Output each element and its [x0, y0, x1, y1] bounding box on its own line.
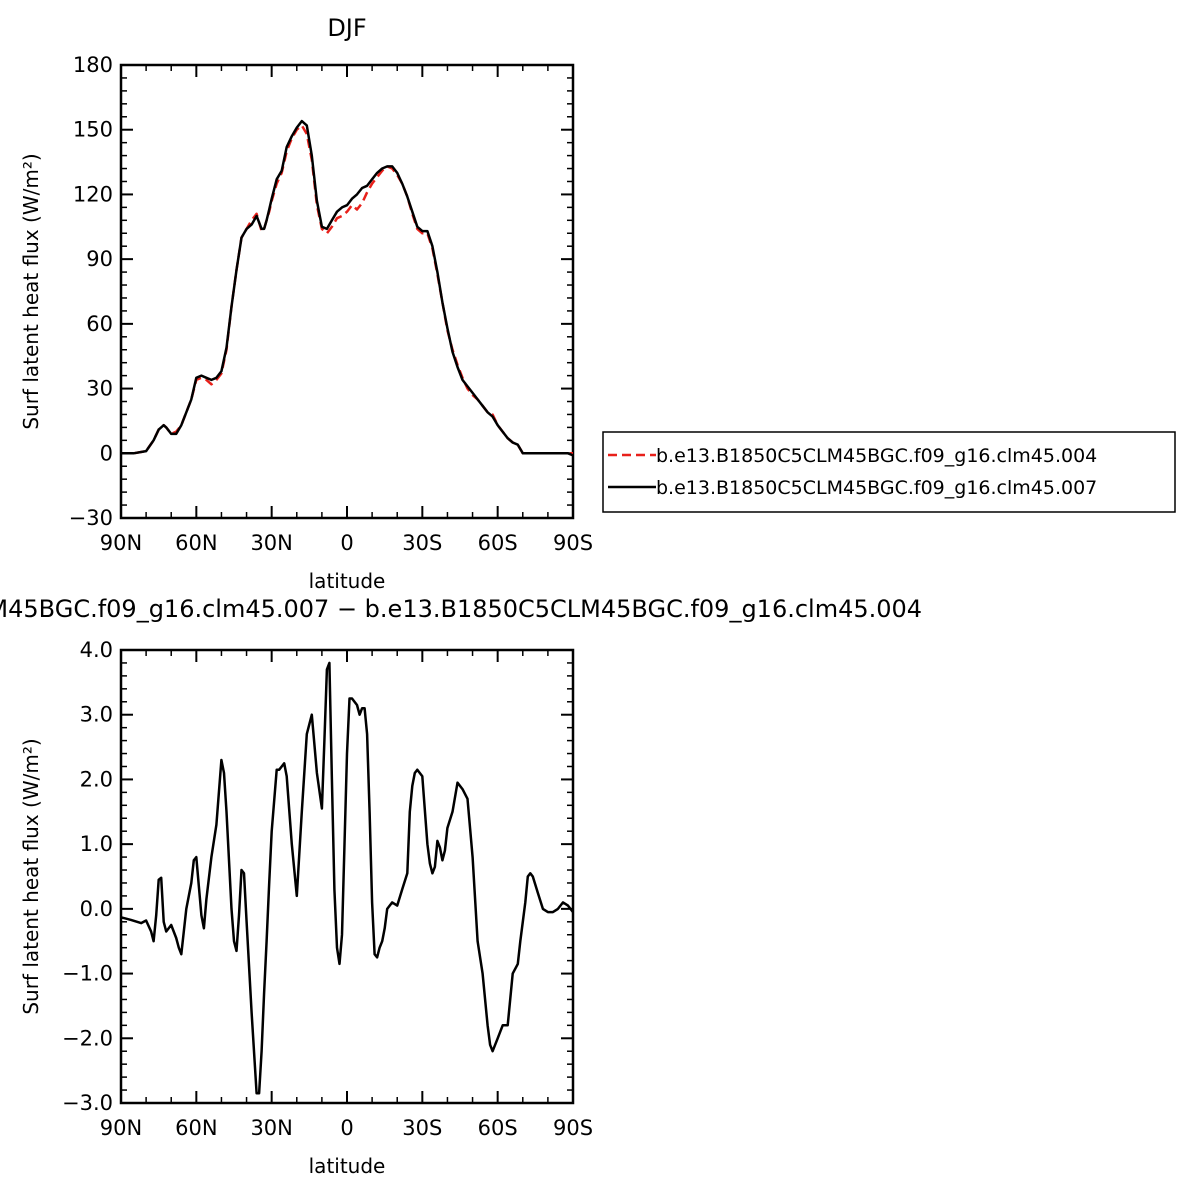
bottom-panel: b.e13.B1850C5CLM45BGC.f09_g16.clm45.007 … [0, 595, 922, 1178]
x-tick-label: 60N [175, 1116, 217, 1140]
x-tick-label: 30S [402, 1116, 442, 1140]
chart-title: b.e13.B1850C5CLM45BGC.f09_g16.clm45.007 … [0, 595, 922, 623]
plot-frame [119, 648, 575, 1105]
legend-label-1: b.e13.B1850C5CLM45BGC.f09_g16.clm45.007 [656, 477, 1097, 499]
legend-label-0: b.e13.B1850C5CLM45BGC.f09_g16.clm45.004 [656, 445, 1097, 467]
y-tick-label: 30 [86, 377, 113, 401]
x-tick-label: 30N [250, 1116, 292, 1140]
top-panel: DJF 90N 60N 30N 0 30S 60S 90S −30 0 30 60 90 120 150 18… [19, 14, 593, 593]
legend-box [602, 431, 1176, 513]
y-tick-label: 150 [73, 118, 113, 142]
plot-frame [119, 63, 575, 520]
y-tick-label: 90 [86, 247, 113, 271]
y-tick-label: 120 [73, 182, 113, 206]
x-tick-label: 90N [100, 1116, 142, 1140]
x-tick-label: 0 [340, 1116, 353, 1140]
x-tick-label: 60S [478, 531, 518, 555]
x-tick-label: 60N [175, 531, 217, 555]
x-tick-label: 90S [553, 1116, 593, 1140]
y-tick-label: 4.0 [80, 638, 113, 662]
y-tick-label: 60 [86, 312, 113, 336]
x-tick-label: 30S [402, 531, 442, 555]
y-tick-label: −2.0 [62, 1026, 113, 1050]
series-line-0 [121, 124, 573, 455]
y-tick-label: 2.0 [80, 767, 113, 791]
y-axis-label: Surf latent heat flux (W/m²) [19, 153, 43, 429]
y-tick-label: −1.0 [62, 962, 113, 986]
chart-title: DJF [327, 14, 366, 42]
x-axis-label: latitude [309, 569, 386, 593]
x-tick-label: 90S [553, 531, 593, 555]
x-axis-label: latitude [309, 1154, 386, 1178]
series-line-0 [120, 661, 574, 1095]
y-tick-label: 0 [100, 441, 113, 465]
y-tick-label: 3.0 [80, 703, 113, 727]
x-tick-label: 90N [100, 531, 142, 555]
y-tick-label: 180 [73, 53, 113, 77]
x-tick-label: 30N [250, 531, 292, 555]
y-tick-label: 1.0 [80, 832, 113, 856]
x-tick-label: 60S [478, 1116, 518, 1140]
y-tick-label: −30 [69, 506, 113, 530]
legend: b.e13.B1850C5CLM45BGC.f09_g16.clm45.004b… [602, 431, 1176, 513]
y-tick-label: −3.0 [62, 1091, 113, 1115]
x-tick-label: 0 [340, 531, 353, 555]
y-tick-label: 0.0 [80, 897, 113, 921]
series-line-1 [121, 119, 574, 457]
y-axis-label: Surf latent heat flux (W/m²) [19, 738, 43, 1014]
